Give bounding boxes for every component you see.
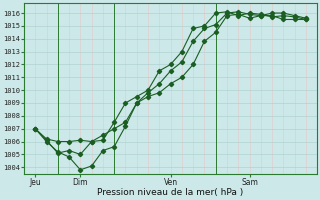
X-axis label: Pression niveau de la mer( hPa ): Pression niveau de la mer( hPa ) bbox=[98, 188, 244, 197]
